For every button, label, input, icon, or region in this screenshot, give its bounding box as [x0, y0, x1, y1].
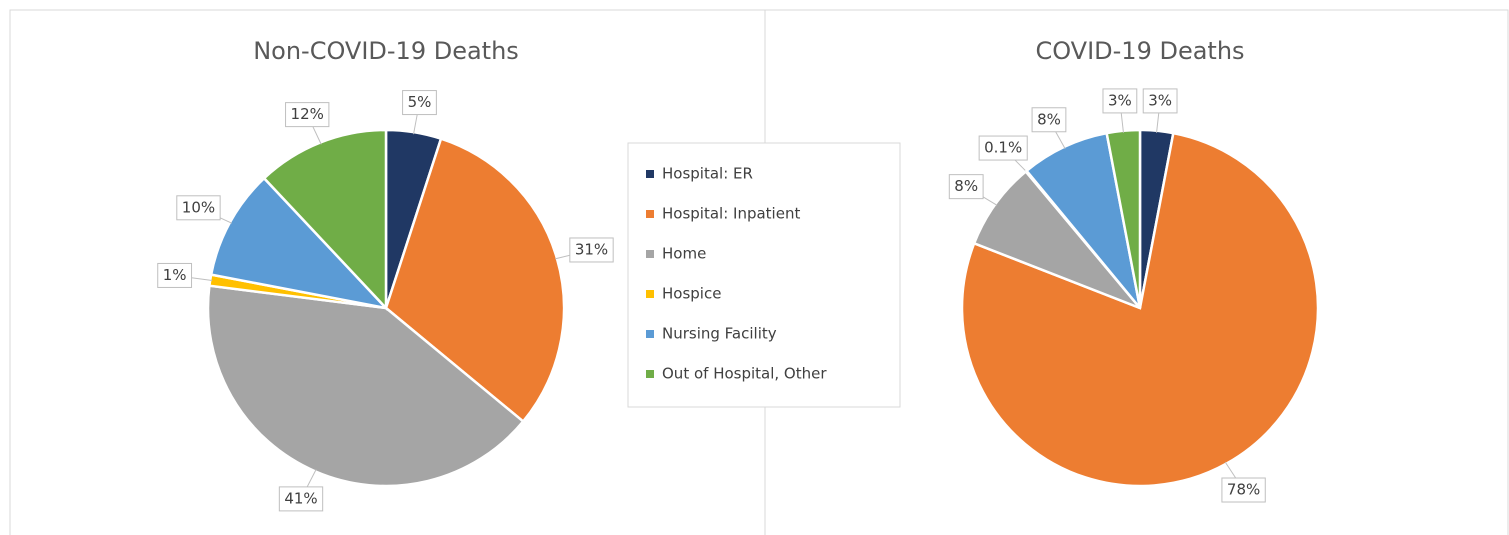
data-label: 10%: [182, 198, 215, 216]
legend-label: Home: [662, 245, 706, 263]
label-box: [1221, 477, 1266, 503]
data-label: 5%: [408, 93, 432, 111]
legend-swatch: [646, 170, 654, 178]
legend: [627, 142, 901, 408]
legend-swatch: [646, 250, 654, 258]
legend-swatch: [646, 370, 654, 378]
legend-label: Hospital: ER: [662, 165, 753, 183]
data-label: 12%: [291, 105, 324, 123]
data-label: 3%: [1148, 91, 1172, 109]
label-box: [569, 237, 614, 263]
label-box: [278, 486, 324, 512]
legend-label: Hospice: [662, 285, 721, 303]
chart-title: COVID-19 Deaths: [1035, 37, 1244, 65]
data-label: 1%: [163, 266, 187, 284]
data-label: 31%: [575, 240, 608, 258]
data-label: 3%: [1108, 91, 1132, 109]
legend-swatch: [646, 290, 654, 298]
data-label: 0.1%: [984, 139, 1022, 157]
legend-swatch: [646, 330, 654, 338]
chart-title: Non-COVID-19 Deaths: [253, 37, 519, 65]
legend-label: Hospital: Inpatient: [662, 205, 800, 223]
label-box: [1142, 88, 1178, 114]
legend-swatch: [646, 210, 654, 218]
label-box: [1102, 88, 1138, 114]
label-box: [176, 195, 221, 221]
label-box: [285, 102, 330, 128]
data-label: 41%: [284, 489, 317, 507]
legend-label: Nursing Facility: [662, 325, 777, 343]
label-box: [948, 174, 984, 200]
legend-label: Out of Hospital, Other: [662, 365, 827, 383]
data-label: 8%: [954, 177, 978, 195]
label-box: [1031, 107, 1067, 133]
label-box: [402, 90, 437, 116]
data-label: 78%: [1227, 481, 1260, 499]
data-label: 8%: [1037, 110, 1061, 128]
label-box: [157, 262, 193, 288]
label-box: [978, 135, 1028, 161]
